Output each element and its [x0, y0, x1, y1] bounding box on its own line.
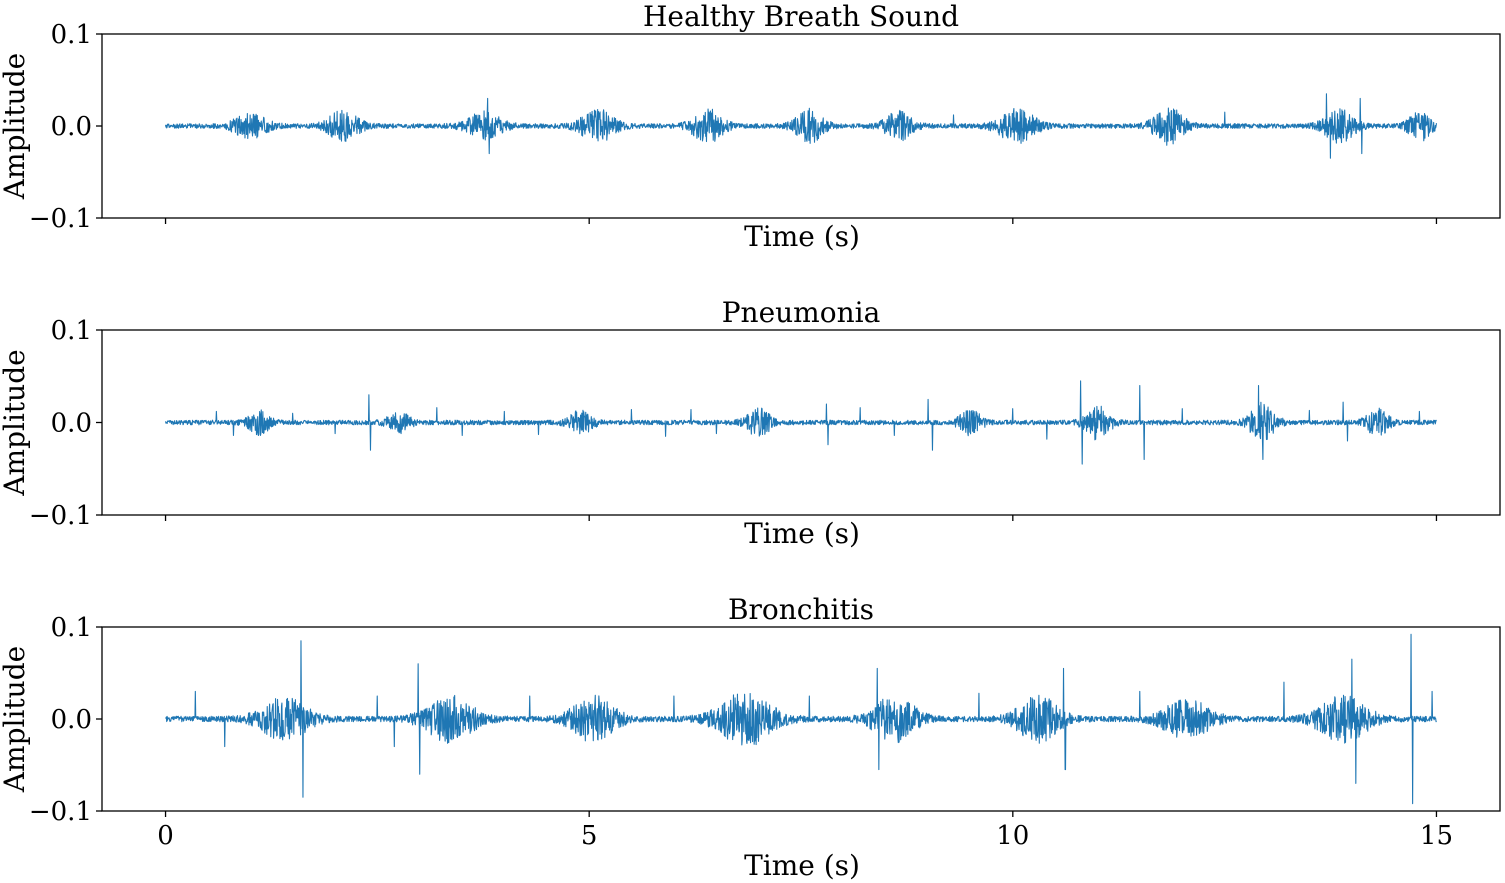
y-axis-label: Amplitude — [0, 646, 31, 793]
signal-line — [165, 380, 1437, 465]
subplot-title: Pneumonia — [722, 296, 881, 329]
y-tick-label: 0.0 — [51, 409, 92, 439]
y-tick-label: 0.1 — [51, 613, 92, 643]
y-axis-label: Amplitude — [0, 53, 31, 200]
subplot-2: 0.1 0.0 −0.1 Pneumonia Time (s) Amplitude — [0, 296, 1501, 550]
x-axis-label: Time (s) — [744, 849, 860, 882]
y-tick-label: 0.1 — [51, 20, 92, 50]
y-tick-label: −0.1 — [29, 204, 92, 234]
y-axis-label: Amplitude — [0, 349, 31, 496]
subplot-title: Bronchitis — [728, 593, 874, 626]
x-tick-label: 5 — [581, 821, 598, 851]
x-axis-label: Time (s) — [744, 517, 860, 550]
y-tick-label: −0.1 — [29, 501, 92, 531]
x-tick-label: 10 — [996, 821, 1029, 851]
signal-line — [165, 93, 1437, 159]
signal-line — [165, 633, 1437, 805]
subplot-1: 0.1 0.0 −0.1 Healthy Breath Sound Time (s) Am… — [0, 0, 1501, 253]
subplot-3: 0 5 10 15 0.1 0.0 −0.1 Bronchitis Time (s) Amplit… — [0, 593, 1501, 882]
y-tick-label: 0.1 — [51, 316, 92, 346]
x-tick-label: 0 — [157, 821, 174, 851]
x-tick-label: 15 — [1420, 821, 1453, 851]
y-tick-label: 0.0 — [51, 112, 92, 142]
subplot-title: Healthy Breath Sound — [643, 0, 959, 33]
x-axis-label: Time (s) — [744, 220, 860, 253]
y-tick-label: 0.0 — [51, 705, 92, 735]
y-tick-label: −0.1 — [29, 797, 92, 827]
